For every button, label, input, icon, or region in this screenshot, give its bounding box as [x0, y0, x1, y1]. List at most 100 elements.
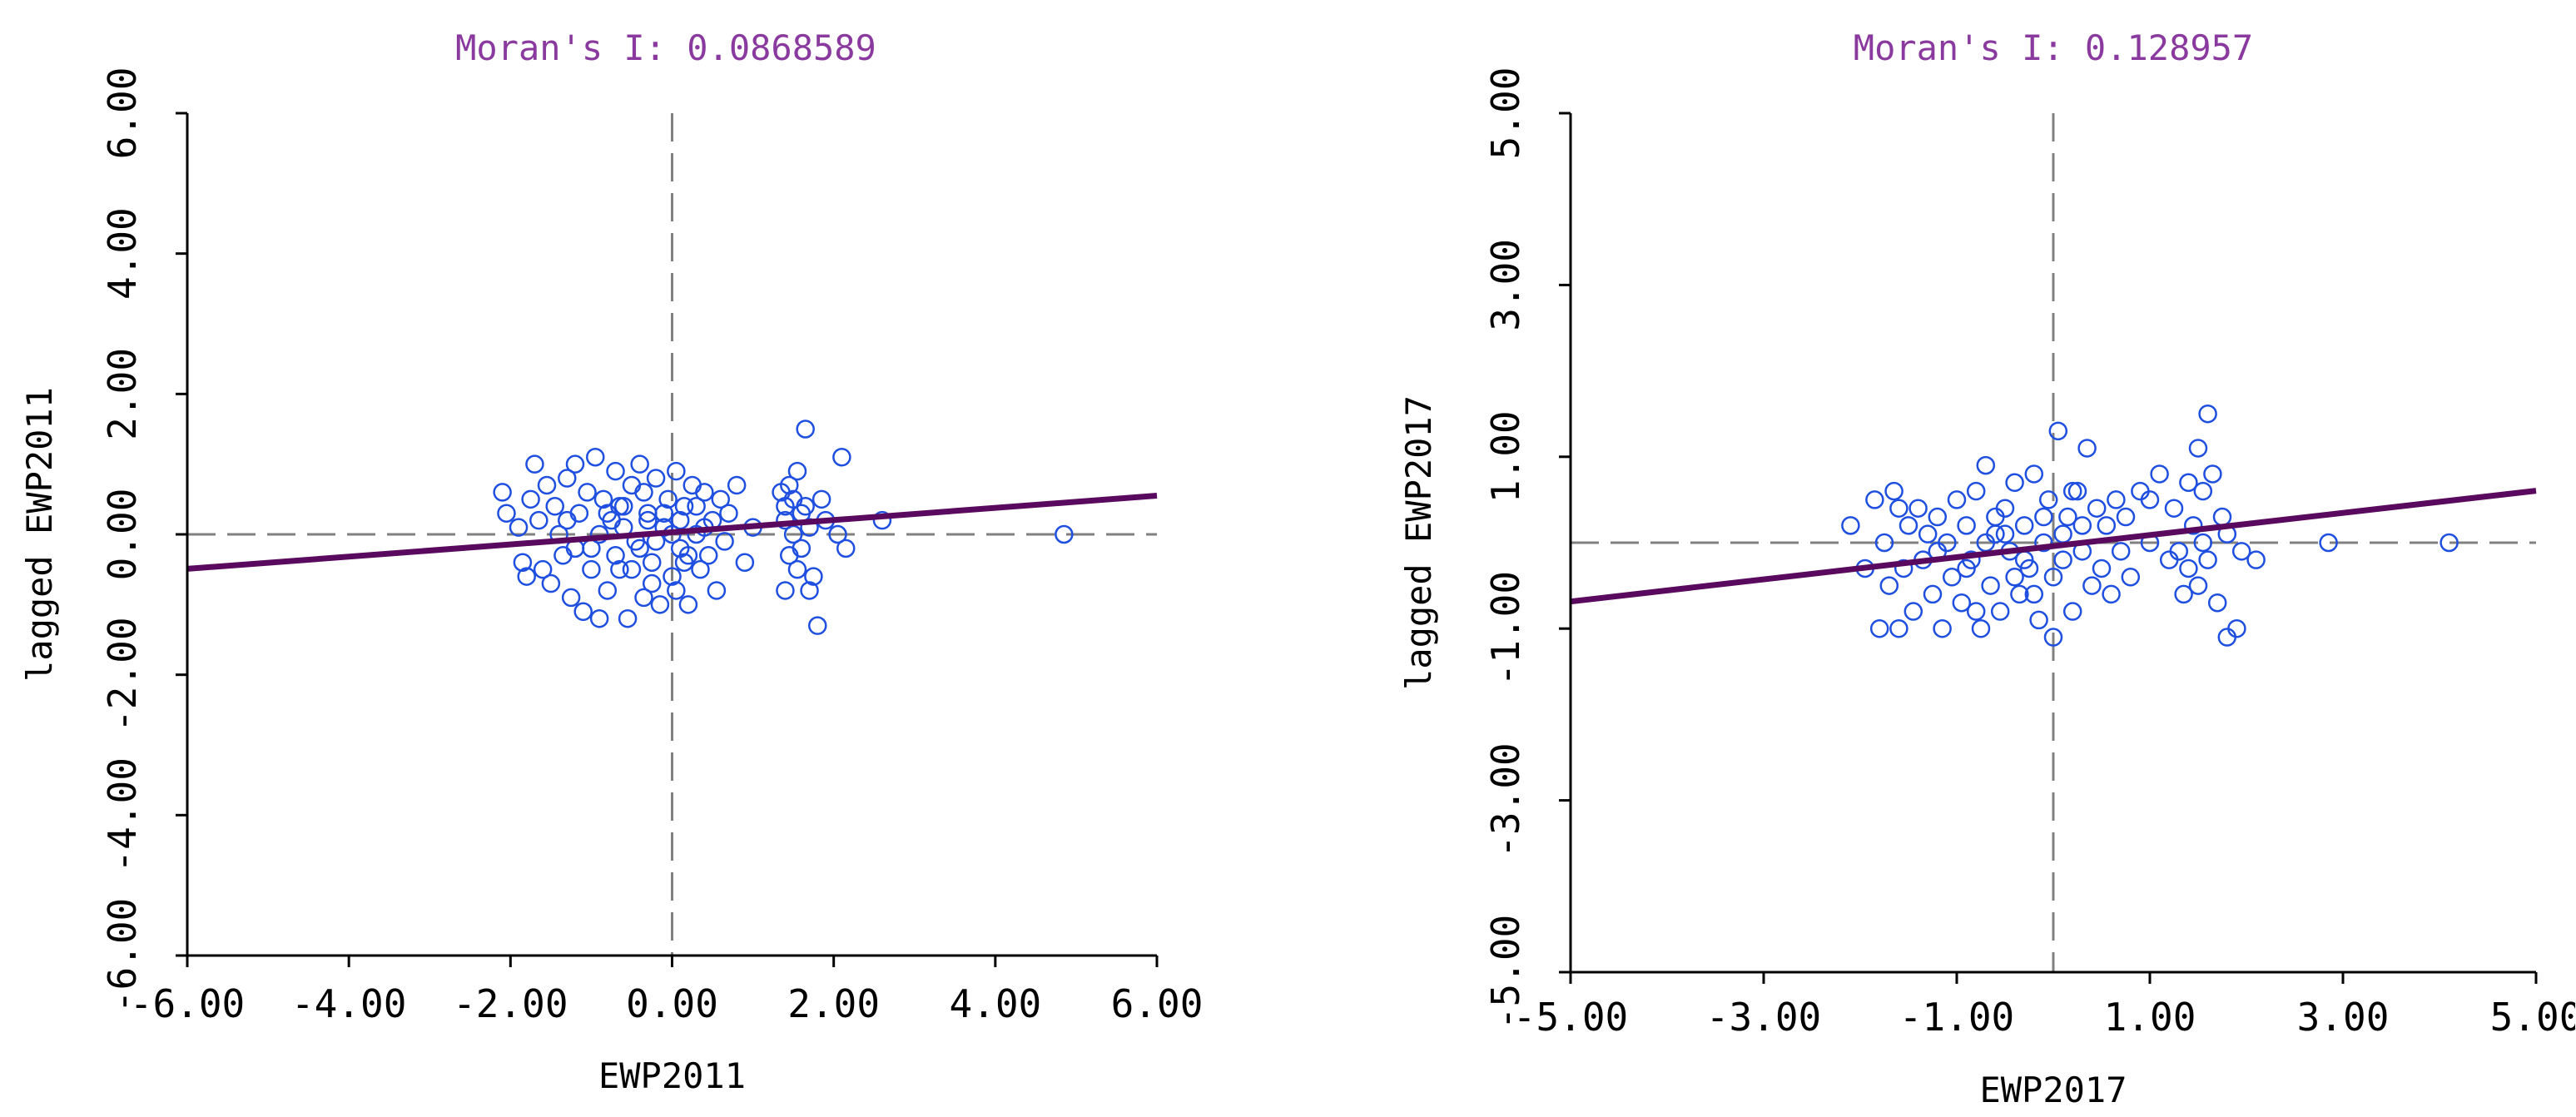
data-point — [2034, 507, 2053, 527]
y-axis-label: lagged EWP2017 — [1398, 395, 1439, 690]
data-point — [2067, 481, 2087, 501]
data-point — [1986, 524, 2005, 544]
data-point — [654, 504, 674, 523]
data-point — [525, 454, 544, 474]
data-point — [808, 616, 827, 635]
data-point — [796, 419, 815, 439]
data-point — [618, 608, 638, 628]
data-point — [2102, 584, 2121, 604]
data-point — [2159, 550, 2179, 569]
data-point — [2048, 421, 2068, 441]
data-point — [2005, 568, 2024, 587]
chart-2017-svg: Moran's I: 0.128957 -5.00 -3.00 -1.00 1.00 3.… — [1398, 27, 2575, 1110]
data-point — [1971, 618, 1991, 638]
data-point — [650, 595, 670, 614]
data-point — [698, 546, 718, 565]
data-point — [670, 510, 690, 530]
data-point — [1869, 618, 1889, 638]
data-point — [804, 567, 823, 586]
data-point — [573, 602, 593, 622]
data-point — [2005, 473, 2024, 493]
data-point — [589, 608, 609, 628]
data-point — [1957, 558, 1976, 578]
x-tick-label: -1.00 — [1899, 995, 2014, 1040]
data-point — [2203, 464, 2222, 484]
x-tick-label: 4.00 — [949, 981, 1041, 1026]
data-point — [2034, 533, 2053, 553]
data-point — [642, 553, 662, 572]
y-tick-label: 5.00 — [1483, 67, 1528, 160]
data-point — [1966, 481, 1986, 501]
data-point — [1879, 576, 1899, 595]
data-point — [687, 497, 706, 516]
data-point — [682, 475, 702, 495]
scatter-points — [493, 419, 1074, 635]
data-point — [2183, 516, 2203, 535]
data-point — [606, 546, 625, 565]
data-point — [1995, 524, 2015, 544]
moran-scatterplot-2017: Moran's I: 0.128957 -5.00 -3.00 -1.00 1.00 3.… — [1288, 0, 2575, 1117]
data-point — [558, 469, 577, 488]
y-tick-label: 2.00 — [100, 348, 145, 440]
data-point — [509, 518, 529, 537]
data-point — [2319, 533, 2338, 553]
data-point — [1957, 516, 1976, 535]
y-tick-label: -6.00 — [100, 898, 145, 1013]
data-point — [711, 489, 730, 509]
data-point — [561, 588, 581, 608]
data-point — [707, 581, 727, 600]
data-point — [2097, 516, 2117, 535]
data-point — [2164, 499, 2184, 518]
data-point — [2150, 464, 2169, 484]
regression-line — [1570, 488, 2537, 605]
data-point — [776, 581, 795, 600]
data-point — [586, 447, 605, 467]
data-point — [2053, 550, 2072, 569]
data-point — [1918, 524, 1938, 544]
x-tick-label: 0.00 — [626, 981, 718, 1026]
data-point — [1995, 499, 2015, 518]
data-point — [787, 559, 807, 579]
data-point — [2188, 439, 2208, 458]
y-tick-label: 1.00 — [1483, 410, 1528, 503]
data-point — [812, 489, 831, 509]
data-point — [1055, 524, 1074, 544]
data-point — [634, 588, 653, 608]
data-point — [1952, 593, 1972, 613]
data-point — [836, 539, 856, 558]
data-point — [630, 539, 649, 558]
data-point — [565, 454, 585, 474]
y-tick-label: -3.00 — [1483, 742, 1528, 857]
data-point — [1942, 568, 1962, 587]
y-tick-label: 0.00 — [100, 489, 145, 581]
data-point — [2043, 628, 2063, 647]
data-point — [606, 461, 625, 481]
chart-title: Moran's I: 0.128957 — [1854, 27, 2253, 68]
data-point — [1884, 481, 1903, 501]
data-point — [2058, 507, 2077, 527]
data-point — [537, 475, 557, 495]
data-point — [533, 559, 553, 579]
data-point — [2198, 550, 2217, 569]
data-point — [832, 447, 851, 467]
data-point — [578, 483, 597, 502]
data-point — [2193, 481, 2213, 501]
data-point — [1986, 507, 2005, 527]
y-tick-label: -2.00 — [100, 617, 145, 732]
data-point — [2188, 576, 2208, 595]
data-point — [2440, 533, 2459, 553]
data-point — [1898, 516, 1918, 535]
data-point — [622, 475, 642, 495]
data-point — [2111, 542, 2131, 561]
x-tick-label: 2.00 — [787, 981, 880, 1026]
data-point — [1841, 516, 1860, 535]
data-point — [2212, 507, 2232, 527]
data-point — [727, 475, 747, 495]
data-point — [541, 573, 561, 593]
moran-scatterplot-2011: Moran's I: 0.0868589 -6.00 -4.00 -2.00 0.00 2… — [19, 27, 1203, 1096]
data-point — [1966, 602, 1986, 621]
data-point — [792, 539, 812, 558]
data-point — [2024, 464, 2044, 484]
data-point — [634, 483, 653, 502]
data-point — [598, 581, 618, 600]
